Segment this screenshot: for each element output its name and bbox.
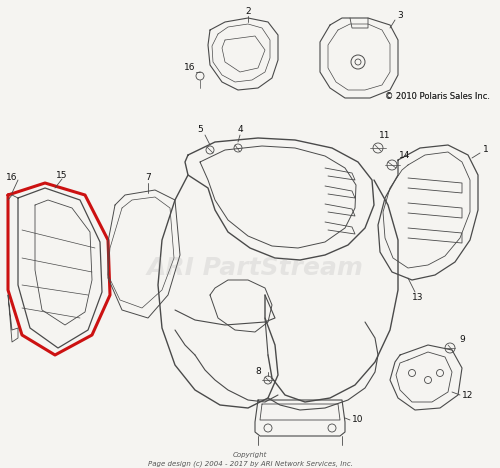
Text: 16: 16 — [6, 174, 18, 183]
Text: 15: 15 — [56, 170, 68, 180]
Text: 3: 3 — [397, 10, 403, 20]
Text: 10: 10 — [352, 416, 364, 424]
Text: 2: 2 — [245, 7, 251, 16]
Text: 12: 12 — [462, 390, 473, 400]
Text: Copyright
Page design (c) 2004 - 2017 by ARI Network Services, Inc.: Copyright Page design (c) 2004 - 2017 by… — [148, 452, 352, 467]
Text: 13: 13 — [412, 293, 424, 302]
Text: 1: 1 — [483, 146, 489, 154]
Text: 8: 8 — [255, 367, 261, 376]
Text: 9: 9 — [459, 336, 465, 344]
Text: 7: 7 — [145, 174, 151, 183]
Text: ARI PartStream: ARI PartStream — [146, 256, 364, 280]
Text: © 2010 Polaris Sales Inc.: © 2010 Polaris Sales Inc. — [385, 92, 490, 101]
Text: © 2010 Polaris Sales Inc.: © 2010 Polaris Sales Inc. — [385, 92, 490, 101]
Text: 14: 14 — [400, 151, 410, 160]
Text: 16: 16 — [184, 64, 196, 73]
Text: 11: 11 — [380, 131, 391, 139]
Text: 4: 4 — [237, 125, 243, 134]
Text: 5: 5 — [197, 125, 203, 134]
